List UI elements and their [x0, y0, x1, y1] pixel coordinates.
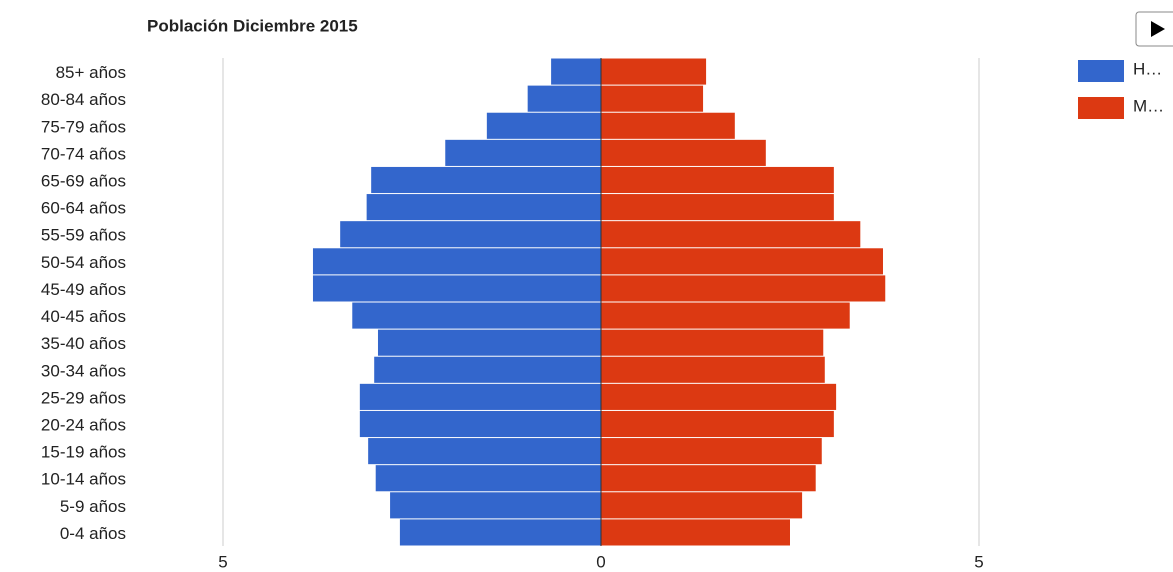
x-tick-label: 5	[218, 552, 227, 571]
bar	[366, 194, 601, 221]
y-tick-label: 75-79 años	[41, 117, 126, 136]
bar	[601, 438, 822, 465]
bar	[601, 329, 824, 356]
y-tick-label: 55-59 años	[41, 226, 126, 245]
bar	[601, 139, 766, 166]
bar	[371, 166, 601, 194]
play-button[interactable]	[1135, 11, 1173, 47]
bar	[601, 492, 803, 519]
bar	[368, 438, 601, 465]
bar	[601, 221, 861, 248]
y-tick-label: 70-74 años	[41, 144, 126, 163]
bar	[601, 248, 883, 275]
bar	[399, 519, 601, 546]
y-tick-label: 5-9 años	[60, 497, 126, 516]
y-tick-label: 65-69 años	[41, 171, 126, 190]
bar	[601, 302, 850, 329]
bar	[601, 58, 707, 85]
y-tick-label: 80-84 años	[41, 90, 126, 109]
bar	[601, 356, 825, 383]
bar	[312, 248, 601, 275]
bar	[601, 465, 816, 492]
y-tick-label: 25-29 años	[41, 388, 126, 407]
y-tick-label: 0-4 años	[60, 524, 126, 543]
bar	[601, 410, 834, 438]
bar	[551, 58, 601, 85]
bar	[601, 112, 735, 139]
y-tick-label: 20-24 años	[41, 415, 126, 434]
bar	[601, 166, 834, 194]
x-tick-label: 5	[974, 552, 983, 571]
legend-label: M…	[1133, 96, 1164, 115]
y-tick-label: 85+ años	[56, 63, 126, 82]
bar	[527, 85, 601, 112]
bar	[601, 194, 834, 221]
legend-swatch	[1078, 60, 1124, 82]
bar	[359, 410, 601, 438]
bar	[445, 139, 601, 166]
legend-label: H…	[1133, 59, 1162, 78]
x-tick-label: 0	[596, 552, 605, 571]
bar	[390, 492, 601, 519]
bar	[486, 112, 601, 139]
bar	[601, 85, 704, 112]
legend-swatch	[1078, 97, 1124, 119]
bar	[374, 356, 601, 383]
bar	[601, 383, 837, 410]
y-tick-label: 15-19 años	[41, 443, 126, 462]
y-tick-label: 45-49 años	[41, 280, 126, 299]
y-tick-label: 60-64 años	[41, 199, 126, 218]
bar	[601, 275, 886, 302]
y-tick-label: 50-54 años	[41, 253, 126, 272]
bar	[601, 519, 790, 546]
bar	[375, 465, 601, 492]
y-tick-label: 30-34 años	[41, 361, 126, 380]
y-tick-label: 35-40 años	[41, 334, 126, 353]
bar	[377, 329, 601, 356]
bar	[312, 275, 601, 302]
y-tick-label: 10-14 años	[41, 470, 126, 489]
chart-title: Población Diciembre 2015	[147, 16, 358, 35]
bar	[340, 221, 601, 248]
bar	[359, 383, 601, 410]
y-tick-label: 40-45 años	[41, 307, 126, 326]
bar	[352, 302, 601, 329]
